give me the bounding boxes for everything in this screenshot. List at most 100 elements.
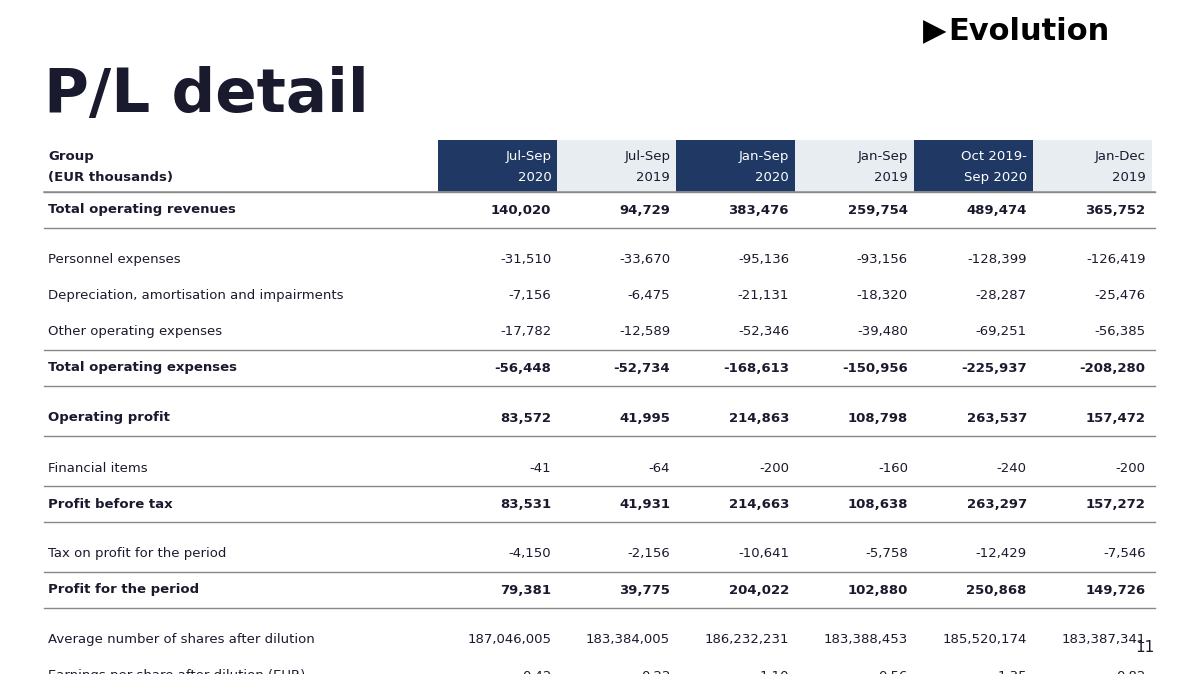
Text: Other operating expenses: Other operating expenses bbox=[48, 326, 222, 338]
Text: P/L detail: P/L detail bbox=[44, 65, 368, 125]
Text: 102,880: 102,880 bbox=[847, 584, 908, 596]
Text: -2,156: -2,156 bbox=[628, 547, 670, 561]
Text: 263,297: 263,297 bbox=[967, 497, 1027, 510]
Text: Jul-Sep: Jul-Sep bbox=[505, 150, 551, 163]
Text: -7,546: -7,546 bbox=[1103, 547, 1146, 561]
Text: 214,663: 214,663 bbox=[728, 497, 790, 510]
Text: -33,670: -33,670 bbox=[619, 253, 670, 266]
Text: ▶: ▶ bbox=[923, 18, 947, 47]
Text: -69,251: -69,251 bbox=[976, 326, 1027, 338]
Text: -6,475: -6,475 bbox=[628, 290, 670, 303]
Text: 214,863: 214,863 bbox=[728, 412, 790, 425]
Text: 2019: 2019 bbox=[874, 171, 908, 184]
Bar bbox=[438, 140, 557, 192]
Text: 183,388,453: 183,388,453 bbox=[823, 634, 908, 646]
Text: Tax on profit for the period: Tax on profit for the period bbox=[48, 547, 227, 561]
Text: Operating profit: Operating profit bbox=[48, 412, 170, 425]
Text: 1.10: 1.10 bbox=[760, 669, 790, 674]
Text: Total operating revenues: Total operating revenues bbox=[48, 204, 236, 216]
Text: Evolution: Evolution bbox=[948, 18, 1109, 47]
Text: 108,798: 108,798 bbox=[847, 412, 908, 425]
Text: -200: -200 bbox=[1116, 462, 1146, 474]
Bar bbox=[1033, 140, 1152, 192]
Text: 149,726: 149,726 bbox=[1086, 584, 1146, 596]
Text: -95,136: -95,136 bbox=[738, 253, 790, 266]
Text: Financial items: Financial items bbox=[48, 462, 148, 474]
Text: Jul-Sep: Jul-Sep bbox=[624, 150, 670, 163]
Text: Jan-Dec: Jan-Dec bbox=[1094, 150, 1146, 163]
Text: 79,381: 79,381 bbox=[500, 584, 551, 596]
Text: 83,572: 83,572 bbox=[500, 412, 551, 425]
Text: 263,537: 263,537 bbox=[966, 412, 1027, 425]
Text: 187,046,005: 187,046,005 bbox=[467, 634, 551, 646]
Text: -56,448: -56,448 bbox=[494, 361, 551, 375]
Text: 1.35: 1.35 bbox=[997, 669, 1027, 674]
Text: 186,232,231: 186,232,231 bbox=[704, 634, 790, 646]
Text: 183,384,005: 183,384,005 bbox=[586, 634, 670, 646]
Text: 108,638: 108,638 bbox=[847, 497, 908, 510]
Text: 0.82: 0.82 bbox=[1116, 669, 1146, 674]
Text: Group: Group bbox=[48, 150, 94, 163]
Text: -56,385: -56,385 bbox=[1094, 326, 1146, 338]
Bar bbox=[796, 140, 914, 192]
Text: Earnings per share after dilution (EUR): Earnings per share after dilution (EUR) bbox=[48, 669, 305, 674]
Text: 0.22: 0.22 bbox=[641, 669, 670, 674]
Text: -28,287: -28,287 bbox=[976, 290, 1027, 303]
Bar bbox=[676, 140, 796, 192]
Text: 41,931: 41,931 bbox=[619, 497, 670, 510]
Text: -225,937: -225,937 bbox=[961, 361, 1027, 375]
Text: Jan-Sep: Jan-Sep bbox=[858, 150, 908, 163]
Text: -17,782: -17,782 bbox=[500, 326, 551, 338]
Bar bbox=[914, 140, 1033, 192]
Text: 0.42: 0.42 bbox=[522, 669, 551, 674]
Text: (EUR thousands): (EUR thousands) bbox=[48, 171, 173, 184]
Text: Profit before tax: Profit before tax bbox=[48, 497, 173, 510]
Text: Profit for the period: Profit for the period bbox=[48, 584, 199, 596]
Text: -18,320: -18,320 bbox=[857, 290, 908, 303]
Text: 365,752: 365,752 bbox=[1086, 204, 1146, 216]
Text: -4,150: -4,150 bbox=[509, 547, 551, 561]
Text: -41: -41 bbox=[529, 462, 551, 474]
Text: 157,272: 157,272 bbox=[1086, 497, 1146, 510]
Text: -21,131: -21,131 bbox=[738, 290, 790, 303]
Text: -64: -64 bbox=[649, 462, 670, 474]
Text: Total operating expenses: Total operating expenses bbox=[48, 361, 238, 375]
Text: -10,641: -10,641 bbox=[738, 547, 790, 561]
Text: 157,472: 157,472 bbox=[1086, 412, 1146, 425]
Text: 41,995: 41,995 bbox=[619, 412, 670, 425]
Text: 2020: 2020 bbox=[755, 171, 790, 184]
Text: Jan-Sep: Jan-Sep bbox=[739, 150, 790, 163]
Text: -126,419: -126,419 bbox=[1086, 253, 1146, 266]
Text: 2020: 2020 bbox=[517, 171, 551, 184]
Text: -52,346: -52,346 bbox=[738, 326, 790, 338]
Text: 489,474: 489,474 bbox=[966, 204, 1027, 216]
Text: -128,399: -128,399 bbox=[967, 253, 1027, 266]
Text: 140,020: 140,020 bbox=[491, 204, 551, 216]
Text: 94,729: 94,729 bbox=[619, 204, 670, 216]
Text: Personnel expenses: Personnel expenses bbox=[48, 253, 181, 266]
Text: -39,480: -39,480 bbox=[857, 326, 908, 338]
Text: 83,531: 83,531 bbox=[500, 497, 551, 510]
Text: -5,758: -5,758 bbox=[865, 547, 908, 561]
Text: -168,613: -168,613 bbox=[724, 361, 790, 375]
Text: Sep 2020: Sep 2020 bbox=[964, 171, 1027, 184]
Text: -240: -240 bbox=[997, 462, 1027, 474]
Text: -150,956: -150,956 bbox=[842, 361, 908, 375]
Text: 0.56: 0.56 bbox=[878, 669, 908, 674]
Text: -7,156: -7,156 bbox=[509, 290, 551, 303]
Text: 204,022: 204,022 bbox=[728, 584, 790, 596]
Text: -200: -200 bbox=[760, 462, 790, 474]
Text: 185,520,174: 185,520,174 bbox=[942, 634, 1027, 646]
Text: 2019: 2019 bbox=[636, 171, 670, 184]
Text: -25,476: -25,476 bbox=[1094, 290, 1146, 303]
Text: 250,868: 250,868 bbox=[966, 584, 1027, 596]
Text: 183,387,341: 183,387,341 bbox=[1061, 634, 1146, 646]
Text: -12,429: -12,429 bbox=[976, 547, 1027, 561]
Text: 11: 11 bbox=[1135, 640, 1154, 655]
Text: -12,589: -12,589 bbox=[619, 326, 670, 338]
Text: -93,156: -93,156 bbox=[857, 253, 908, 266]
Text: -52,734: -52,734 bbox=[613, 361, 670, 375]
Text: -160: -160 bbox=[878, 462, 908, 474]
Text: 259,754: 259,754 bbox=[848, 204, 908, 216]
Text: 2019: 2019 bbox=[1112, 171, 1146, 184]
